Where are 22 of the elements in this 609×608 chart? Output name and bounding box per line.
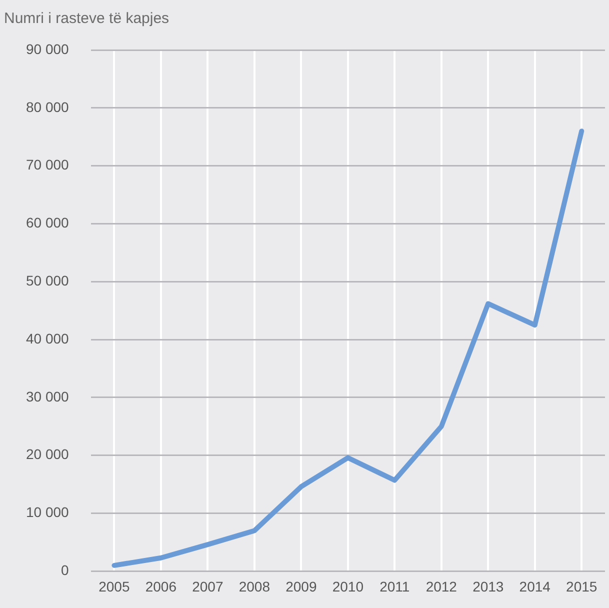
chart-title: Numri i rasteve të kapjes: [4, 10, 170, 28]
y-tick-label: 50 000: [26, 272, 70, 289]
y-tick-label: 40 000: [26, 330, 70, 346]
x-tick-label: 2012: [426, 578, 458, 594]
x-tick-label: 2013: [472, 578, 504, 594]
y-tick-label: 10 000: [26, 504, 70, 520]
y-tick-label: 0: [61, 562, 70, 578]
x-tick-label: 2005: [98, 578, 130, 594]
y-tick-label: 90 000: [26, 40, 70, 57]
y-tick-label: 20 000: [26, 446, 70, 462]
x-tick-label: 2006: [145, 578, 177, 594]
x-tick-label: 2007: [192, 578, 224, 594]
y-tick-label: 70 000: [26, 156, 70, 173]
x-tick-label: 2010: [332, 578, 364, 594]
x-tick-label: 2014: [519, 578, 551, 594]
x-tick-label: 2009: [286, 578, 317, 594]
y-tick-label: 60 000: [26, 214, 70, 231]
y-tick-label: 80 000: [26, 98, 70, 115]
y-tick-label: 30 000: [26, 388, 70, 404]
x-tick-label: 2008: [238, 578, 270, 594]
x-tick-label: 2015: [566, 578, 598, 594]
x-tick-label: 2011: [380, 578, 410, 594]
